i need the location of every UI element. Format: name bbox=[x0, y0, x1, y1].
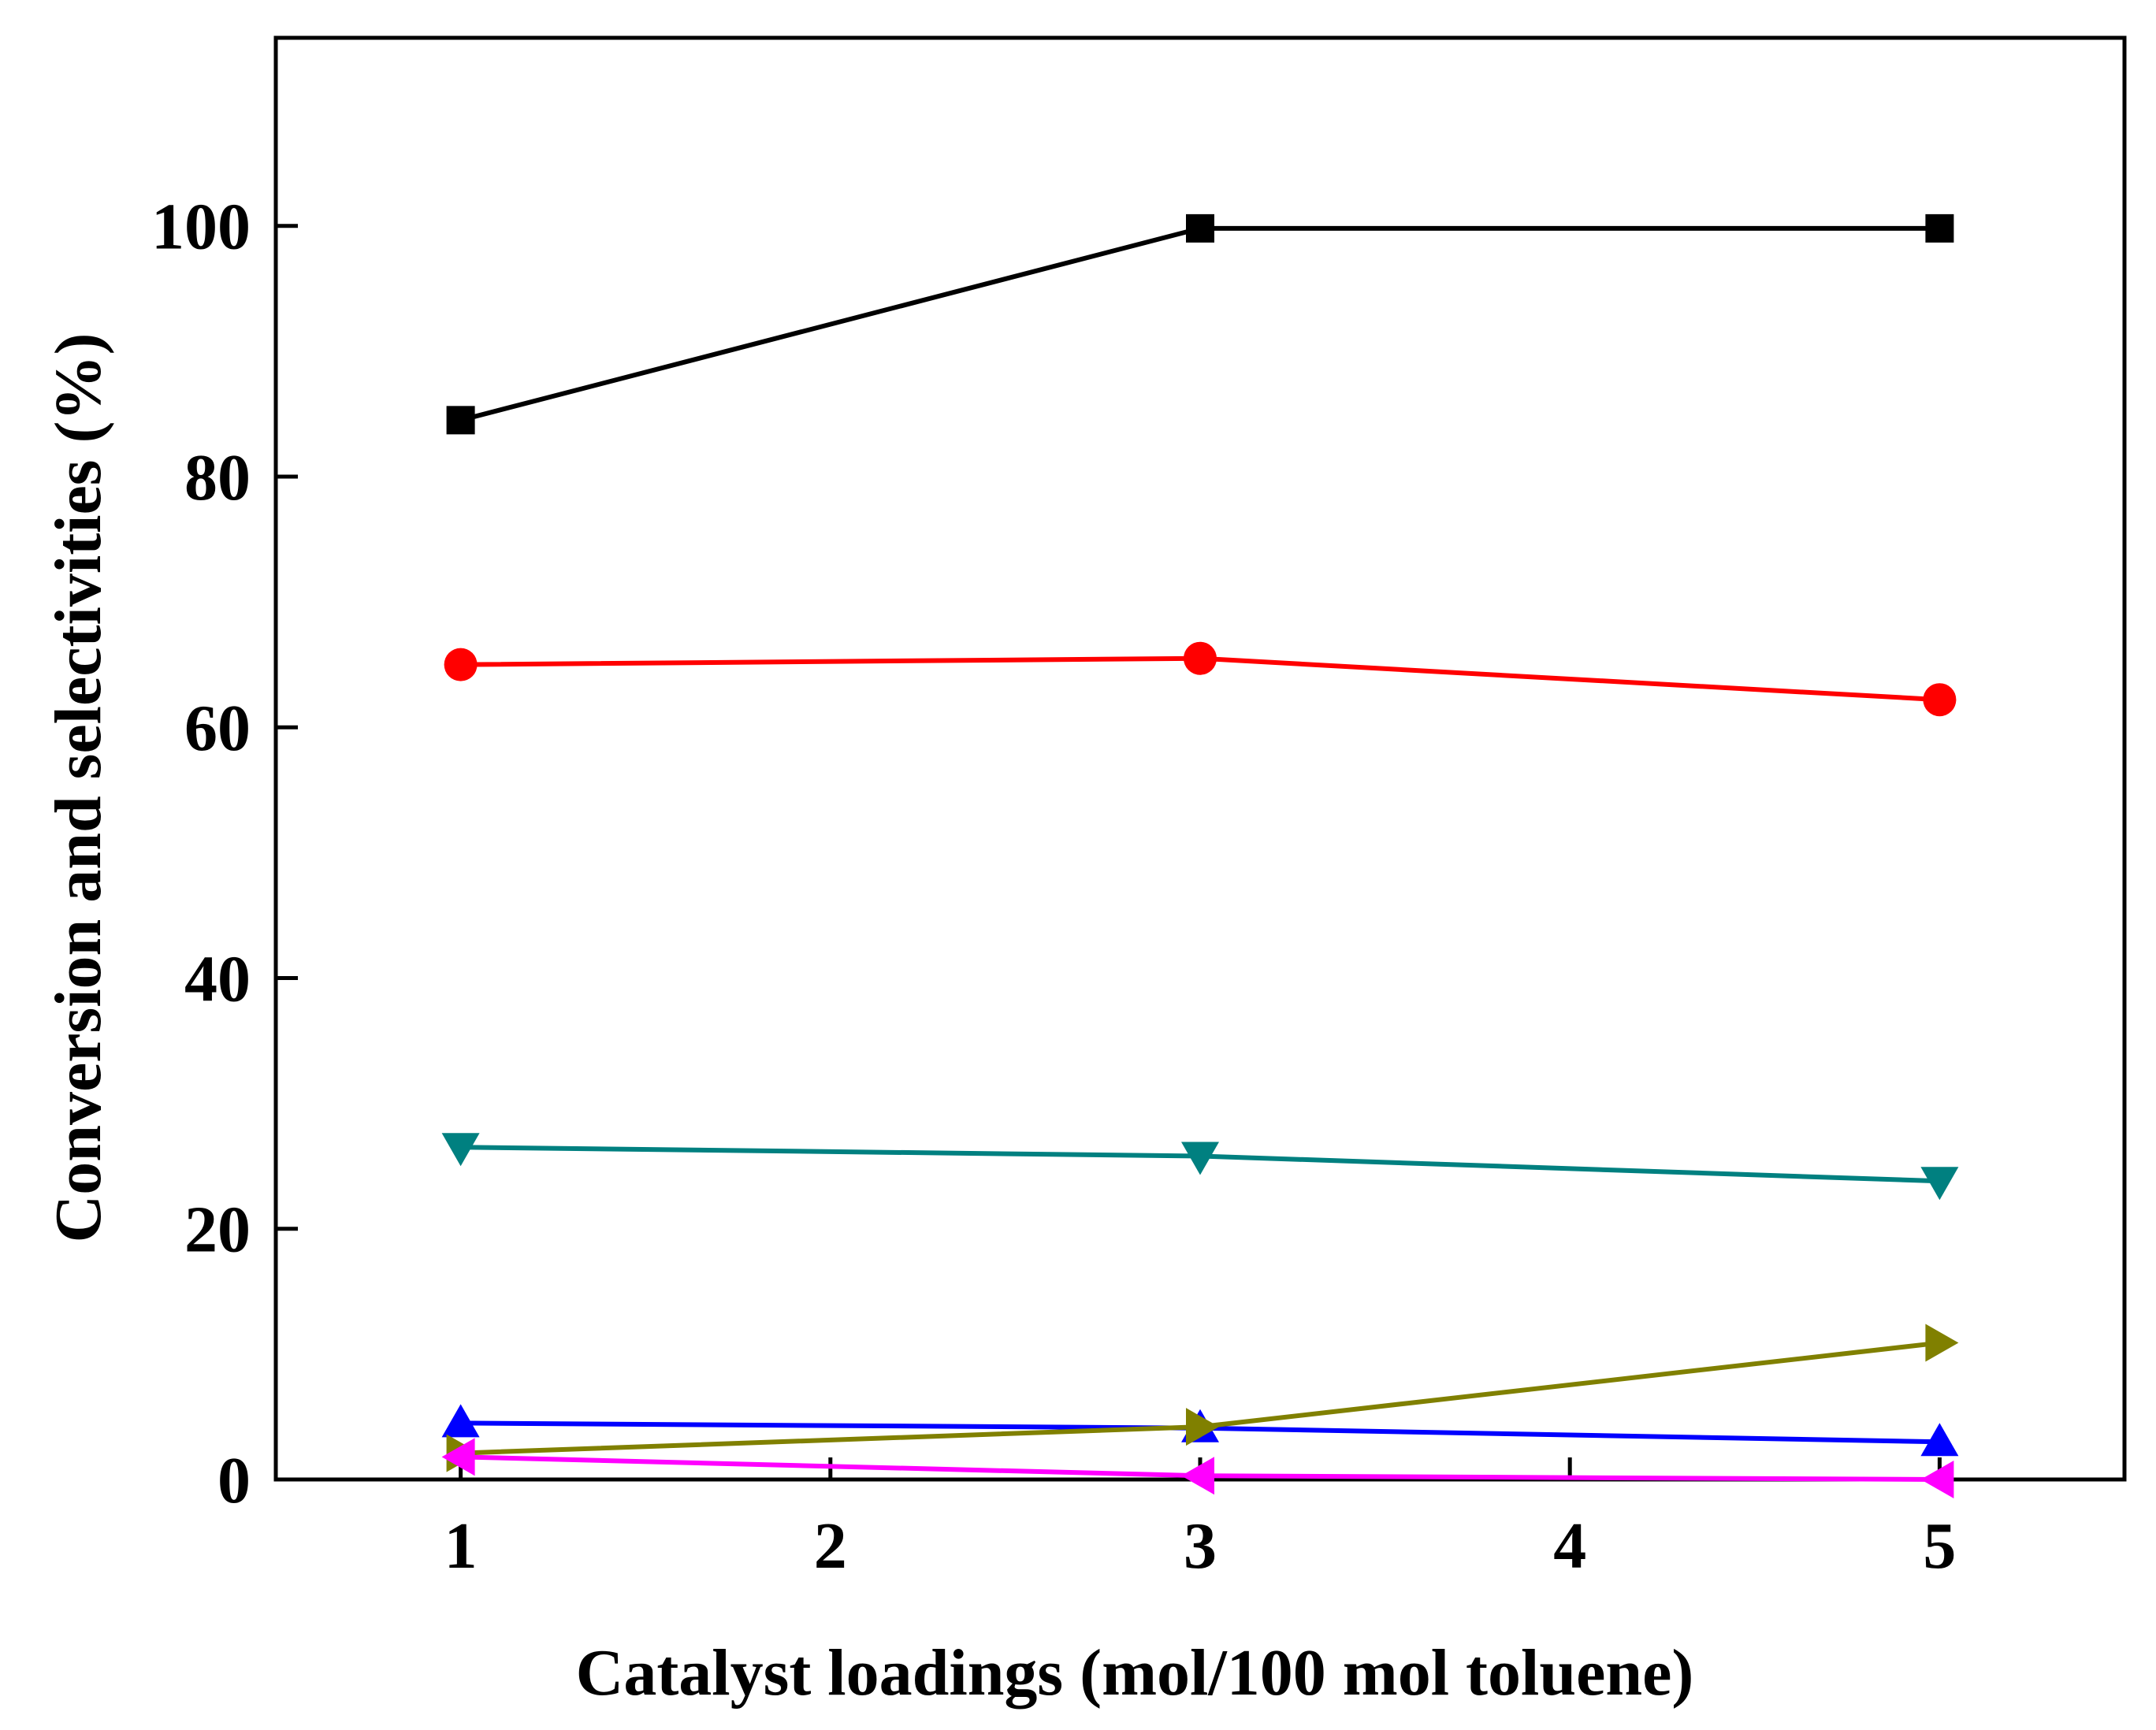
x-axis-title: Catalyst loadings (mol/100 mol toluene) bbox=[576, 1636, 1694, 1710]
series-olive-triangle-right bbox=[446, 1323, 1959, 1472]
series-line bbox=[459, 225, 1940, 423]
labels-layer: 1 2 3 4 5 0 20 40 60 80 100 bbox=[151, 191, 1956, 1583]
y-tick-label: 0 bbox=[217, 1444, 251, 1517]
data-point bbox=[1181, 1142, 1219, 1175]
data-point bbox=[441, 1133, 480, 1167]
x-tick-label: 1 bbox=[444, 1509, 478, 1583]
y-tick-label: 60 bbox=[184, 692, 251, 765]
data-point bbox=[1184, 641, 1217, 675]
x-tick-label: 2 bbox=[814, 1509, 847, 1583]
y-tick-label: 80 bbox=[184, 441, 251, 514]
data-point bbox=[446, 406, 475, 435]
data-point bbox=[1920, 1423, 1959, 1457]
data-point bbox=[1923, 683, 1957, 717]
series-red-circle bbox=[444, 641, 1957, 717]
series-layer bbox=[441, 213, 1959, 1498]
data-point bbox=[441, 1404, 480, 1438]
data-point bbox=[1925, 213, 1954, 243]
data-point bbox=[1186, 1408, 1219, 1446]
data-point bbox=[1925, 1323, 1959, 1362]
x-tick-label: 4 bbox=[1553, 1509, 1586, 1583]
x-tick-label: 3 bbox=[1184, 1509, 1217, 1583]
data-point bbox=[441, 1438, 475, 1476]
y-tick-label: 40 bbox=[184, 942, 251, 1015]
data-point bbox=[1920, 1461, 1954, 1498]
data-point bbox=[444, 648, 478, 681]
data-point bbox=[1186, 213, 1214, 243]
series-black-square bbox=[446, 213, 1954, 435]
y-axis-title: Conversion and selectivities (%) bbox=[42, 333, 115, 1243]
y-tick-label: 100 bbox=[151, 191, 251, 264]
data-point bbox=[1920, 1167, 1959, 1201]
series-teal-triangle-down bbox=[441, 1133, 1959, 1201]
plot-frame bbox=[273, 35, 2127, 1482]
data-point bbox=[1181, 1457, 1214, 1495]
x-tick-label: 5 bbox=[1923, 1509, 1956, 1583]
ticks-layer bbox=[276, 224, 1942, 1482]
y-tick-label: 20 bbox=[184, 1194, 251, 1267]
series-magenta-triangle-left bbox=[441, 1438, 1954, 1498]
